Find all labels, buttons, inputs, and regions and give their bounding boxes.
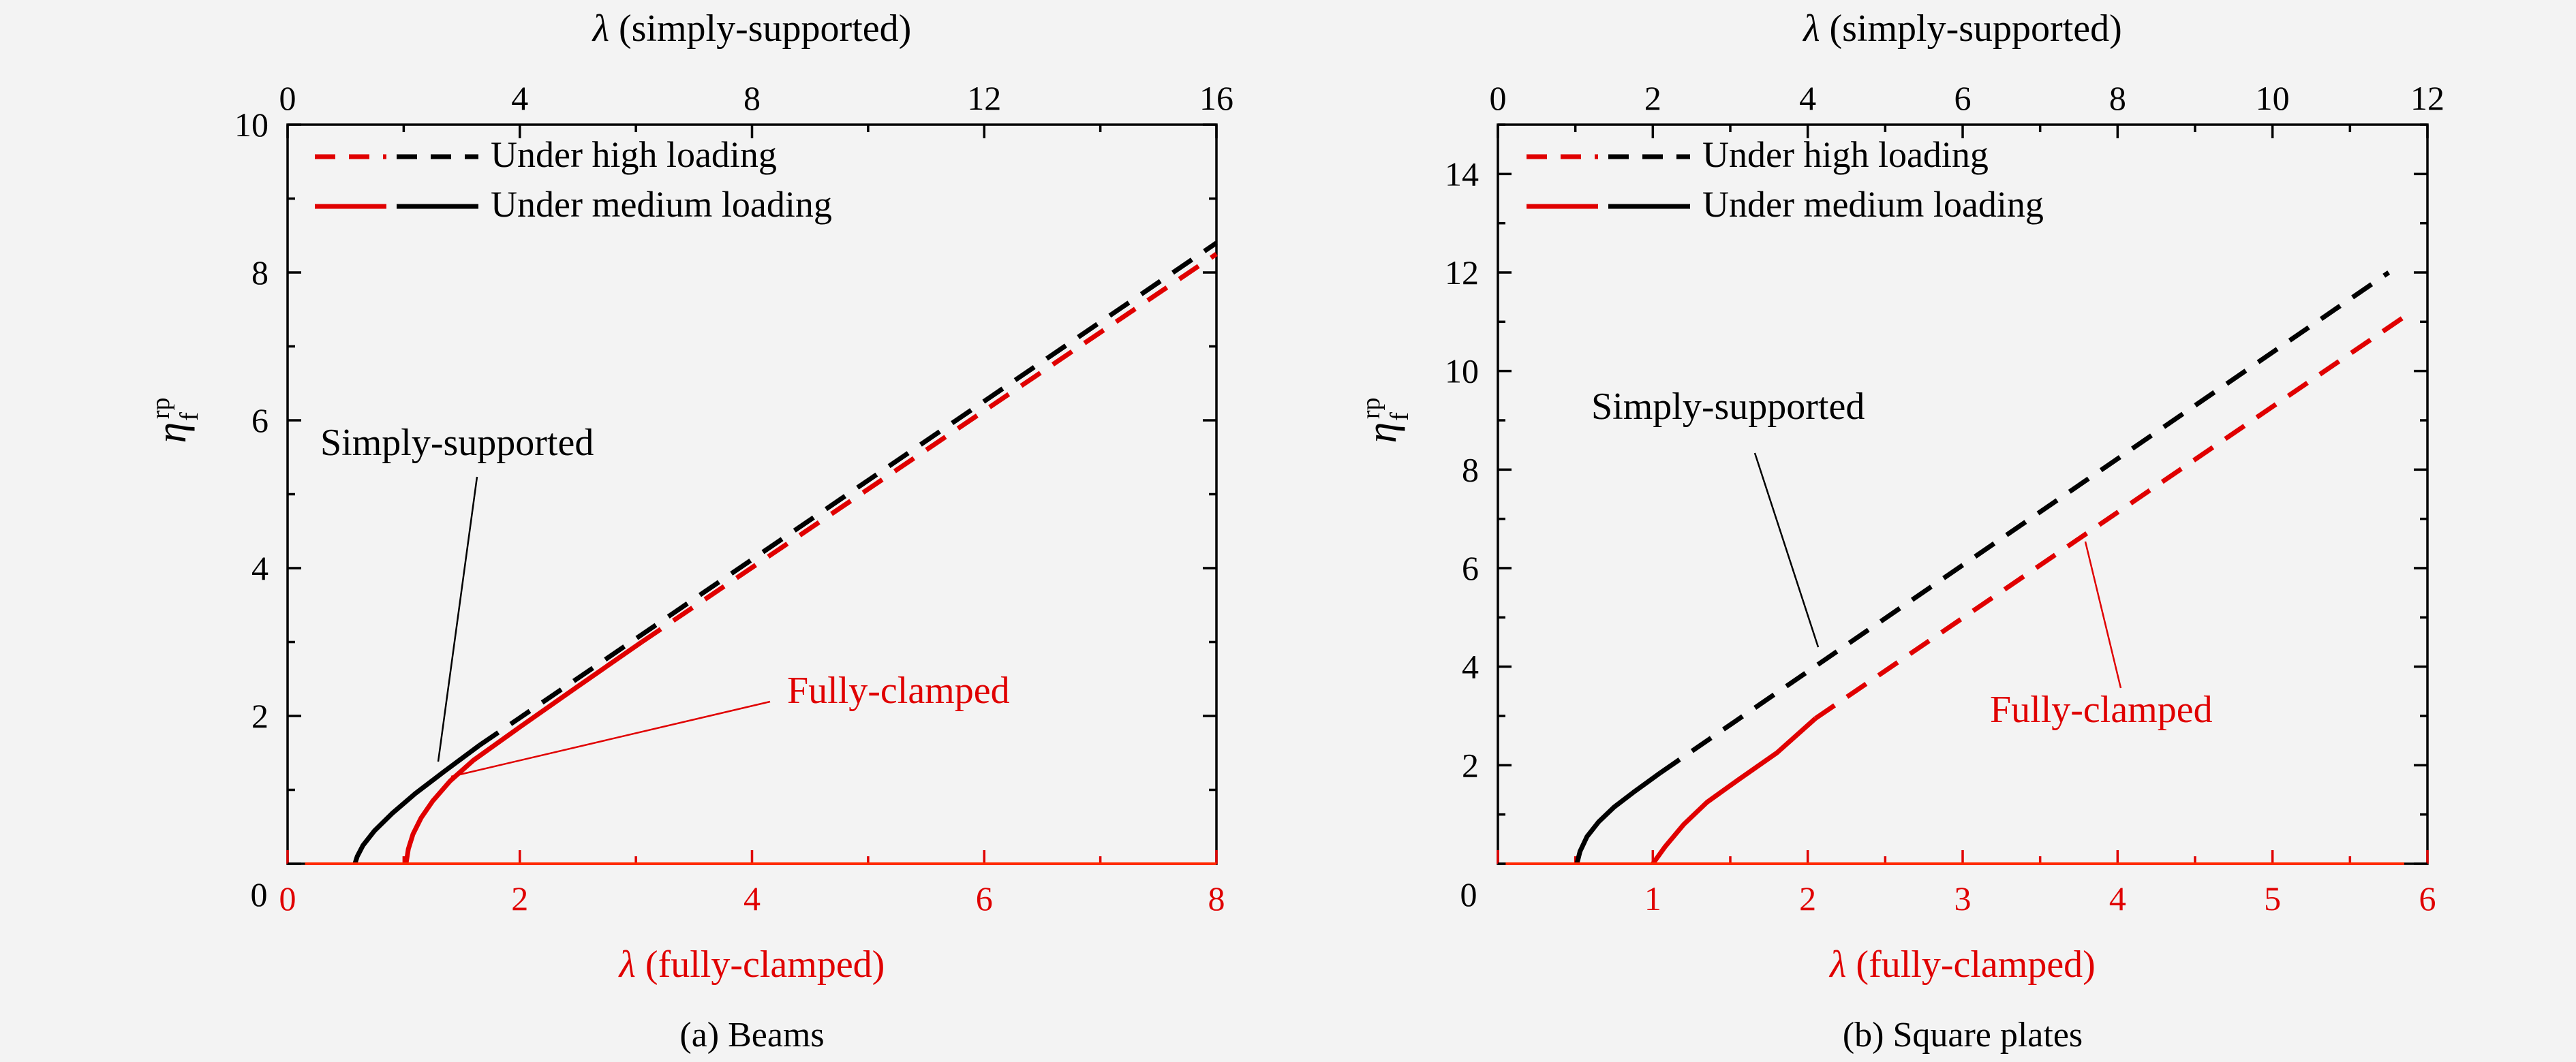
x-top-axis-symbol: λ: [1802, 7, 1820, 50]
series-black-solid: [1574, 770, 1662, 864]
legend-label: Under medium loading: [491, 184, 832, 225]
origin-tick-label: 0: [251, 875, 268, 913]
x-bottom-tick-label: 6: [976, 879, 993, 918]
annotation-leader-red: [450, 700, 771, 778]
y-tick-label: 4: [1462, 648, 1479, 686]
panel-caption: (a) Beams: [679, 1016, 824, 1055]
x-top-tick-label: 2: [1644, 79, 1661, 117]
x-top-tick-label: 12: [2410, 79, 2444, 117]
annotation-simply-supported: Simply-supported: [1591, 386, 1865, 428]
x-top-axis-text: (simply-supported): [1820, 7, 2121, 50]
annotation-leader-red: [2084, 541, 2122, 689]
y-axis-label: ηfrp: [147, 397, 204, 443]
series-black-solid: [352, 743, 481, 865]
x-bottom-axis-label: λ (fully-clamped): [1828, 943, 2096, 986]
x-bottom-tick-label: 1: [1644, 879, 1661, 918]
annotation-fully-clamped: Fully-clamped: [1990, 689, 2213, 731]
y-tick-label: 6: [1462, 549, 1479, 587]
x-top-tick-label: 0: [279, 79, 296, 117]
x-top-axis-text: (simply-supported): [609, 7, 911, 50]
x-top-tick-label: 8: [743, 79, 761, 117]
x-bottom-tick-label: 0: [279, 879, 296, 918]
y-tick-label: 6: [251, 401, 269, 439]
x-top-tick-label: 0: [1490, 79, 1507, 117]
series-red-dashed: [640, 251, 1218, 644]
annotation-simply-supported: Simply-supported: [320, 422, 594, 464]
series-red-solid: [403, 640, 643, 864]
x-bottom-tick-label: 8: [1208, 879, 1225, 918]
annotation-leader-black: [1753, 452, 1820, 648]
legend: Under high loading Under medium loading: [315, 134, 832, 225]
x-bottom-axis-symbol: λ: [1828, 943, 1846, 986]
series-black-dashed: [478, 240, 1218, 748]
x-top-tick-label: 10: [2256, 79, 2290, 117]
y-tick-label: 8: [1462, 450, 1479, 488]
x-top-tick-label: 6: [1954, 79, 1972, 117]
x-bottom-tick-label: 4: [2109, 879, 2126, 918]
x-bottom-tick-label: 6: [2419, 879, 2436, 918]
series-red-dashed: [1814, 315, 2406, 721]
panel-caption: (b) Square plates: [1843, 1016, 2083, 1055]
legend-label: Under high loading: [491, 134, 777, 175]
x-top-axis-symbol: λ: [592, 7, 609, 50]
x-bottom-tick-label: 4: [743, 879, 761, 918]
x-bottom-tick-label: 2: [511, 879, 528, 918]
series-black-dashed: [1659, 270, 2391, 775]
y-axis-label: ηfrp: [1357, 397, 1414, 443]
x-top-axis-label: λ (simply-supported): [592, 7, 912, 50]
legend-label: Under medium loading: [1702, 184, 2044, 225]
x-top-tick-label: 16: [1199, 79, 1233, 117]
x-top-tick-label: 12: [967, 79, 1001, 117]
y-tick-label: 14: [1445, 155, 1479, 193]
y-tick-label: 8: [251, 253, 269, 292]
x-bottom-tick-label: 2: [1799, 879, 1816, 918]
y-tick-label: 10: [234, 106, 269, 144]
y-tick-label: 2: [1462, 746, 1479, 784]
y-tick-label: 2: [251, 697, 269, 735]
annotation-fully-clamped: Fully-clamped: [787, 670, 1010, 712]
x-bottom-axis-label: λ (fully-clamped): [618, 943, 885, 986]
x-bottom-tick-label: 3: [1954, 879, 1972, 918]
annotation-leader-black: [437, 476, 478, 762]
series-red-solid: [1651, 716, 1818, 866]
x-bottom-tick-label: 5: [2264, 879, 2281, 918]
x-top-tick-label: 4: [511, 79, 528, 117]
y-tick-label: 10: [1445, 352, 1479, 390]
x-bottom-axis-text: (fully-clamped): [636, 943, 885, 986]
y-tick-label: 4: [251, 549, 269, 587]
x-top-axis-label: λ (simply-supported): [1802, 7, 2122, 50]
legend: Under high loading Under medium loading: [1527, 134, 2044, 225]
legend-label: Under high loading: [1702, 134, 1989, 175]
x-bottom-axis-symbol: λ: [618, 943, 636, 986]
origin-tick-label: 0: [1460, 875, 1477, 913]
x-bottom-axis-text: (fully-clamped): [1846, 943, 2095, 986]
x-top-tick-label: 4: [1799, 79, 1816, 117]
y-axis-label-text: ηfrp: [147, 397, 204, 443]
y-tick-label: 12: [1445, 253, 1479, 292]
y-axis-label-text: ηfrp: [1357, 397, 1414, 443]
x-top-tick-label: 8: [2109, 79, 2126, 117]
